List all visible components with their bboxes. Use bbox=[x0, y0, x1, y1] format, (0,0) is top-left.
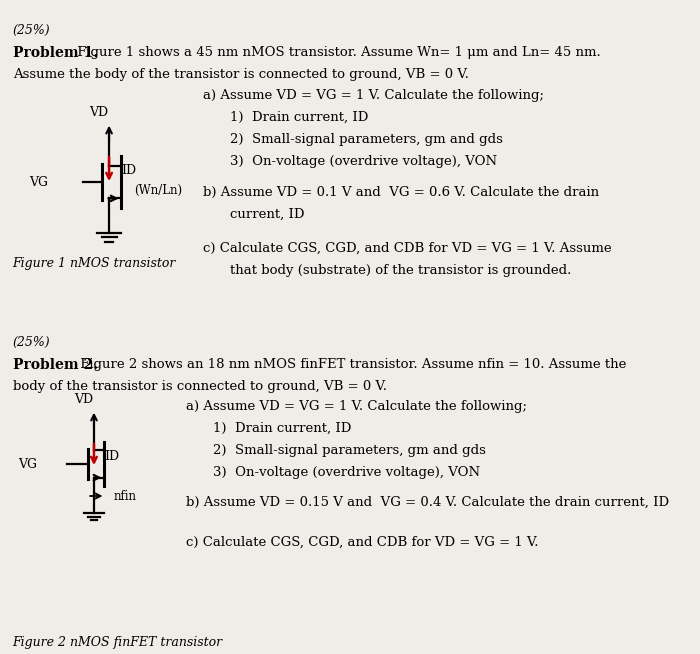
Text: ID: ID bbox=[121, 164, 136, 177]
Text: b) Assume VD = 0.15 V and  VG = 0.4 V. Calculate the drain current, ID: b) Assume VD = 0.15 V and VG = 0.4 V. Ca… bbox=[186, 496, 669, 509]
Text: 2)  Small-signal parameters, gm and gds: 2) Small-signal parameters, gm and gds bbox=[230, 133, 503, 146]
Text: Problem 2.: Problem 2. bbox=[13, 358, 97, 372]
Text: 3)  On-voltage (overdrive voltage), VON: 3) On-voltage (overdrive voltage), VON bbox=[230, 155, 497, 168]
Text: 2)  Small-signal parameters, gm and gds: 2) Small-signal parameters, gm and gds bbox=[213, 444, 486, 457]
Text: c) Calculate CGS, CGD, and CDB for VD = VG = 1 V. Assume: c) Calculate CGS, CGD, and CDB for VD = … bbox=[203, 242, 612, 255]
Text: b) Assume VD = 0.1 V and  VG = 0.6 V. Calculate the drain: b) Assume VD = 0.1 V and VG = 0.6 V. Cal… bbox=[203, 186, 599, 199]
Text: (25%): (25%) bbox=[13, 336, 50, 349]
Text: (Wn/Ln): (Wn/Ln) bbox=[134, 184, 183, 196]
Text: ID: ID bbox=[104, 449, 119, 462]
Text: Figure 2 shows an 18 nm nMOS finFET transistor. Assume nfin = 10. Assume the: Figure 2 shows an 18 nm nMOS finFET tran… bbox=[76, 358, 626, 371]
Text: that body (substrate) of the transistor is grounded.: that body (substrate) of the transistor … bbox=[230, 264, 571, 277]
Text: a) Assume VD = VG = 1 V. Calculate the following;: a) Assume VD = VG = 1 V. Calculate the f… bbox=[203, 89, 544, 102]
Text: VD: VD bbox=[74, 393, 94, 405]
Text: a) Assume VD = VG = 1 V. Calculate the following;: a) Assume VD = VG = 1 V. Calculate the f… bbox=[186, 400, 527, 413]
Text: Assume the body of the transistor is connected to ground, VB = 0 V.: Assume the body of the transistor is con… bbox=[13, 68, 468, 81]
Text: Figure 2 nMOS finFET transistor: Figure 2 nMOS finFET transistor bbox=[13, 636, 223, 649]
Text: 1)  Drain current, ID: 1) Drain current, ID bbox=[213, 422, 351, 435]
Text: Figure 1 nMOS transistor: Figure 1 nMOS transistor bbox=[13, 257, 176, 270]
Text: c) Calculate CGS, CGD, and CDB for VD = VG = 1 V.: c) Calculate CGS, CGD, and CDB for VD = … bbox=[186, 536, 539, 549]
Text: current, ID: current, ID bbox=[230, 208, 304, 221]
Text: Problem 1.: Problem 1. bbox=[13, 46, 98, 60]
Text: Figure 1 shows a 45 nm nMOS transistor. Assume Wn= 1 μm and Ln= 45 nm.: Figure 1 shows a 45 nm nMOS transistor. … bbox=[73, 46, 601, 59]
Text: nfin: nfin bbox=[114, 489, 137, 502]
Text: 3)  On-voltage (overdrive voltage), VON: 3) On-voltage (overdrive voltage), VON bbox=[213, 466, 480, 479]
Text: (25%): (25%) bbox=[13, 24, 50, 37]
Text: VG: VG bbox=[18, 458, 37, 470]
Text: body of the transistor is connected to ground, VB = 0 V.: body of the transistor is connected to g… bbox=[13, 380, 386, 393]
Text: 1)  Drain current, ID: 1) Drain current, ID bbox=[230, 111, 368, 124]
Text: VD: VD bbox=[90, 106, 108, 119]
Text: VG: VG bbox=[29, 175, 48, 188]
